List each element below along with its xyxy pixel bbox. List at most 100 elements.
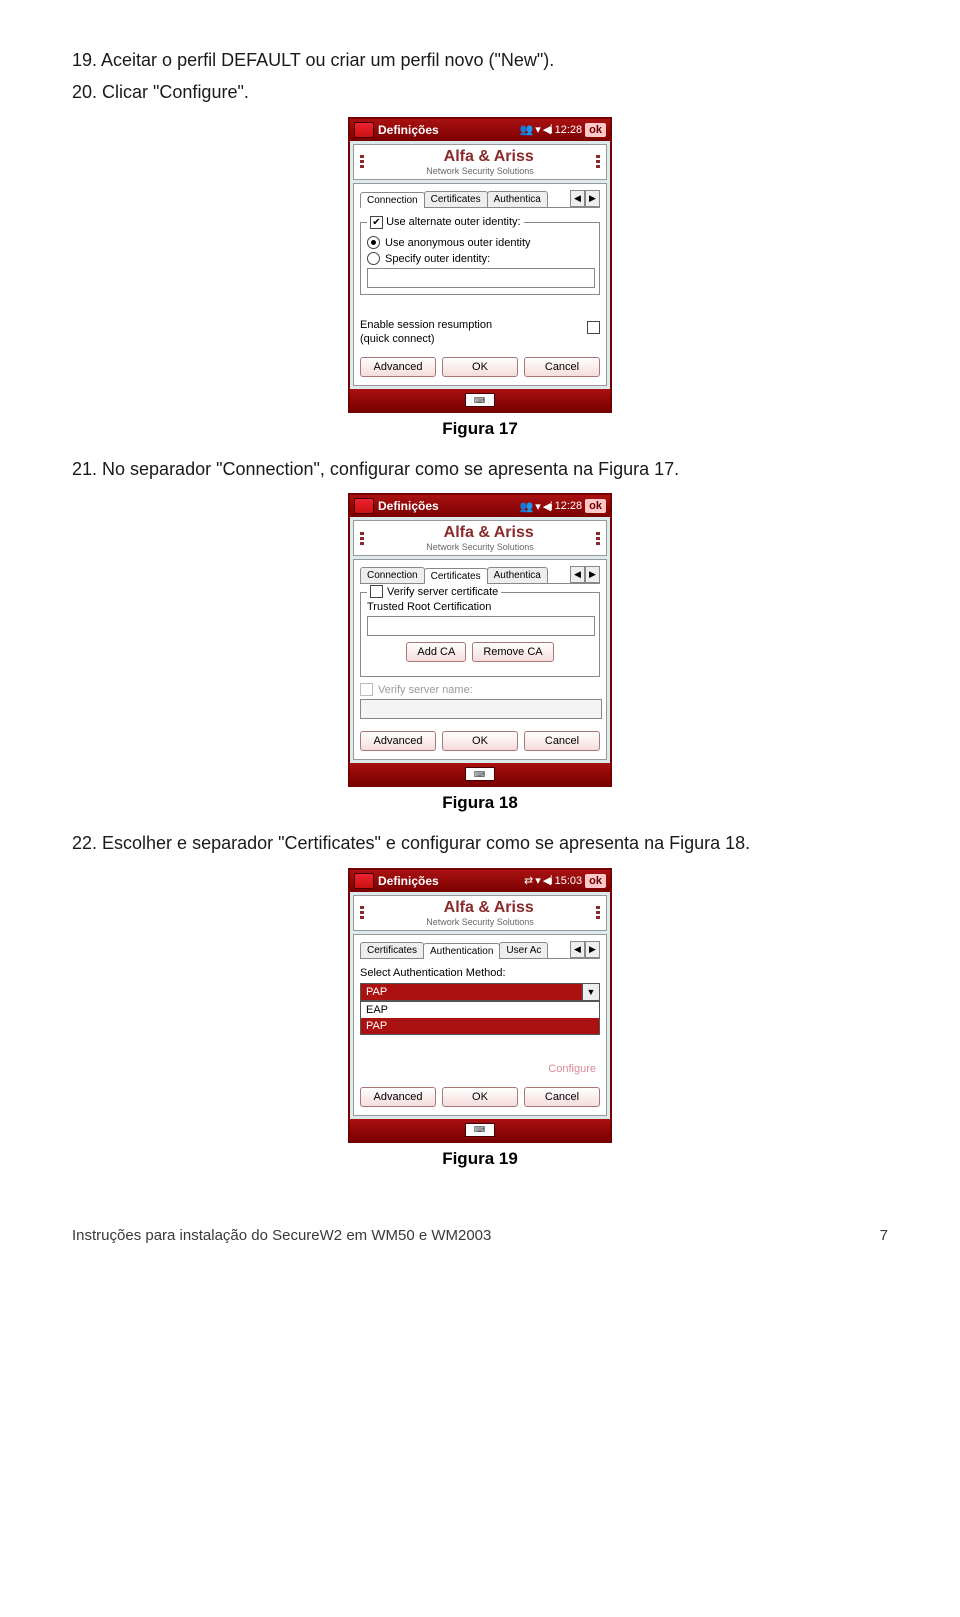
panel: Certificates Authentication User Ac ◀ ▶ … [353, 934, 607, 1116]
device-fig17: Definições 👥 ▾ ◀ἱ 12:28 ok Alfa & Ariss … [348, 117, 612, 414]
trusted-root-field[interactable] [367, 616, 595, 636]
brand-banner: Alfa & Ariss Network Security Solutions [353, 520, 607, 556]
tabstrip: Connection Certificates Authentica ◀ ▶ [360, 566, 600, 584]
ok-button-panel[interactable]: OK [442, 731, 518, 751]
brand-sub: Network Security Solutions [426, 917, 534, 927]
step-19: 19. Aceitar o perfil DEFAULT ou criar um… [72, 48, 888, 72]
tab-user-account[interactable]: User Ac [499, 942, 548, 958]
auth-method-dropdown[interactable]: EAP PAP [360, 1001, 600, 1035]
option-pap[interactable]: PAP [361, 1018, 599, 1034]
configure-link[interactable]: Configure [360, 1063, 596, 1075]
window-title: Definições [378, 499, 519, 513]
start-flag-icon[interactable] [354, 498, 374, 514]
verify-name-checkbox [360, 683, 373, 696]
advanced-button[interactable]: Advanced [360, 1087, 436, 1107]
tab-scroll-left-icon[interactable]: ◀ [570, 566, 585, 583]
bottombar: ⌨ [350, 1119, 610, 1141]
cancel-button[interactable]: Cancel [524, 357, 600, 377]
keyboard-icon[interactable]: ⌨ [465, 1123, 495, 1137]
clock: 15:03 [555, 875, 583, 887]
people-icon[interactable]: 👥 [519, 123, 532, 136]
clock: 12:28 [555, 500, 583, 512]
ok-button[interactable]: ok [585, 123, 606, 137]
panel: Connection Certificates Authentica ◀ ▶ V… [353, 559, 607, 760]
anon-radio[interactable] [367, 236, 380, 249]
trusted-label: Trusted Root Certification [367, 601, 593, 613]
brand-sub: Network Security Solutions [426, 166, 534, 176]
ok-button-panel[interactable]: OK [442, 357, 518, 377]
keyboard-icon[interactable]: ⌨ [465, 393, 495, 407]
window-title: Definições [378, 874, 524, 888]
tab-connection[interactable]: Connection [360, 567, 425, 583]
verify-name-label: Verify server name: [378, 684, 473, 696]
caption-fig18: Figura 18 [72, 793, 888, 813]
tab-authentication[interactable]: Authentica [487, 567, 548, 583]
auth-method-select[interactable]: PAP ▼ [360, 983, 600, 1001]
tab-authentication[interactable]: Authentica [487, 191, 548, 207]
brand-sub: Network Security Solutions [426, 542, 534, 552]
clock: 12:28 [555, 124, 583, 136]
speaker-icon[interactable]: ◀ἱ [543, 500, 552, 513]
keyboard-icon[interactable]: ⌨ [465, 767, 495, 781]
start-flag-icon[interactable] [354, 122, 374, 138]
caption-fig17: Figura 17 [72, 419, 888, 439]
tab-scroll-right-icon[interactable]: ▶ [585, 566, 600, 583]
step-20: 20. Clicar "Configure". [72, 80, 888, 104]
cert-group: Verify server certificate Trusted Root C… [360, 592, 600, 677]
tab-scroll-left-icon[interactable]: ◀ [570, 941, 585, 958]
caption-fig19: Figura 19 [72, 1149, 888, 1169]
speaker-icon[interactable]: ◀ἱ [543, 123, 552, 136]
add-ca-button[interactable]: Add CA [406, 642, 466, 662]
people-icon[interactable]: 👥 [519, 500, 532, 513]
titlebar: Definições ⇄ ▾ ◀ἱ 15:03 ok [350, 870, 610, 892]
cancel-button[interactable]: Cancel [524, 1087, 600, 1107]
session-line1: Enable session resumption [360, 319, 492, 331]
specify-radio[interactable] [367, 252, 380, 265]
bottombar: ⌨ [350, 389, 610, 411]
ok-button-panel[interactable]: OK [442, 1087, 518, 1107]
signal-icon[interactable]: ▾ [535, 123, 540, 136]
use-alt-label: Use alternate outer identity: [386, 216, 521, 228]
ok-button[interactable]: ok [585, 499, 606, 513]
outer-identity-field[interactable] [367, 268, 595, 288]
verify-cert-checkbox[interactable] [370, 585, 383, 598]
cancel-button[interactable]: Cancel [524, 731, 600, 751]
start-flag-icon[interactable] [354, 873, 374, 889]
sync-icon[interactable]: ⇄ [524, 874, 532, 887]
outer-identity-group: ✔ Use alternate outer identity: Use anon… [360, 216, 600, 296]
device-fig18: Definições 👥 ▾ ◀ἱ 12:28 ok Alfa & Ariss … [348, 493, 612, 787]
session-checkbox[interactable] [587, 321, 600, 334]
step-21: 21. No separador "Connection", configura… [72, 457, 888, 481]
chevron-down-icon[interactable]: ▼ [583, 983, 600, 1001]
titlebar: Definições 👥 ▾ ◀ἱ 12:28 ok [350, 119, 610, 141]
advanced-button[interactable]: Advanced [360, 731, 436, 751]
window-title: Definições [378, 123, 519, 137]
step-22: 22. Escolher e separador "Certificates" … [72, 831, 888, 855]
tab-certificates[interactable]: Certificates [360, 942, 424, 958]
auth-method-value: PAP [360, 983, 583, 1001]
use-alt-checkbox[interactable]: ✔ [370, 216, 383, 229]
remove-ca-button[interactable]: Remove CA [472, 642, 553, 662]
verify-cert-label: Verify server certificate [387, 586, 498, 598]
signal-icon[interactable]: ▾ [535, 874, 540, 887]
tab-certificates[interactable]: Certificates [424, 191, 488, 207]
tab-connection[interactable]: Connection [360, 192, 425, 208]
page-footer: Instruções para instalação do SecureW2 e… [0, 1217, 960, 1264]
speaker-icon[interactable]: ◀ἱ [543, 874, 552, 887]
tabstrip: Certificates Authentication User Ac ◀ ▶ [360, 941, 600, 959]
signal-icon[interactable]: ▾ [535, 500, 540, 513]
tab-scroll-right-icon[interactable]: ▶ [585, 190, 600, 207]
option-eap[interactable]: EAP [361, 1002, 599, 1018]
footer-text: Instruções para instalação do SecureW2 e… [72, 1227, 491, 1244]
tab-scroll-right-icon[interactable]: ▶ [585, 941, 600, 958]
ok-button[interactable]: ok [585, 874, 606, 888]
tabstrip: Connection Certificates Authentica ◀ ▶ [360, 190, 600, 208]
advanced-button[interactable]: Advanced [360, 357, 436, 377]
select-method-label: Select Authentication Method: [360, 967, 600, 979]
tab-authentication[interactable]: Authentication [423, 943, 500, 959]
titlebar: Definições 👥 ▾ ◀ἱ 12:28 ok [350, 495, 610, 517]
brand-banner: Alfa & Ariss Network Security Solutions [353, 895, 607, 931]
tab-certificates[interactable]: Certificates [424, 568, 488, 584]
brand-name: Alfa & Ariss [444, 524, 534, 542]
tab-scroll-left-icon[interactable]: ◀ [570, 190, 585, 207]
